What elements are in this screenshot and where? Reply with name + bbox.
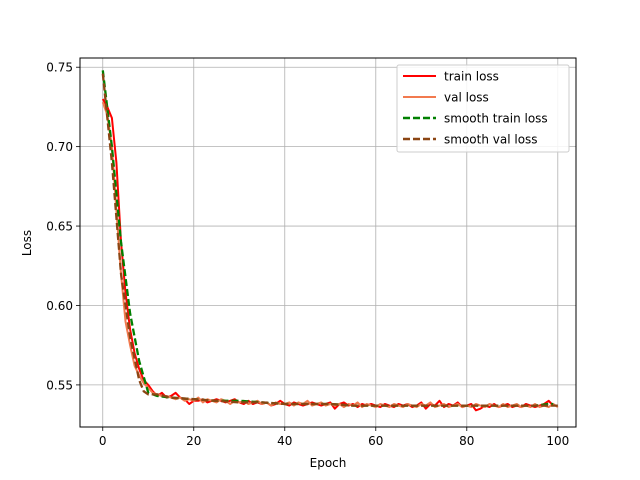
legend-box [396,64,570,153]
y-axis-label: Loss [20,230,34,256]
y-tick-label: 0.60 [46,299,73,313]
series-line-smooth-val-loss [101,73,558,407]
series-group [101,70,559,412]
x-axis-label: Epoch [310,456,347,470]
x-tick-label: 100 [546,434,569,448]
legend: train loss val loss smooth train loss sm… [396,64,570,153]
y-ticks: 0.55 0.60 0.65 0.70 0.75 [46,61,80,392]
x-tick-label: 20 [186,434,201,448]
y-tick-label: 0.75 [46,61,73,75]
x-tick-label: 0 [99,434,107,448]
legend-label-train-loss: train loss [444,70,499,84]
y-tick-label: 0.65 [46,220,73,234]
legend-label-smooth-train-loss: smooth train loss [444,112,548,126]
y-tick-label: 0.70 [46,140,73,154]
x-tick-label: 40 [277,434,292,448]
legend-label-val-loss: val loss [444,91,489,105]
plot-frame [79,57,577,428]
x-tick-label: 60 [368,434,383,448]
x-ticks: 0 20 40 60 80 100 [99,427,569,448]
legend-label-smooth-val-loss: smooth val loss [444,133,538,147]
x-tick-label: 80 [459,434,474,448]
y-tick-label: 0.55 [46,378,73,392]
